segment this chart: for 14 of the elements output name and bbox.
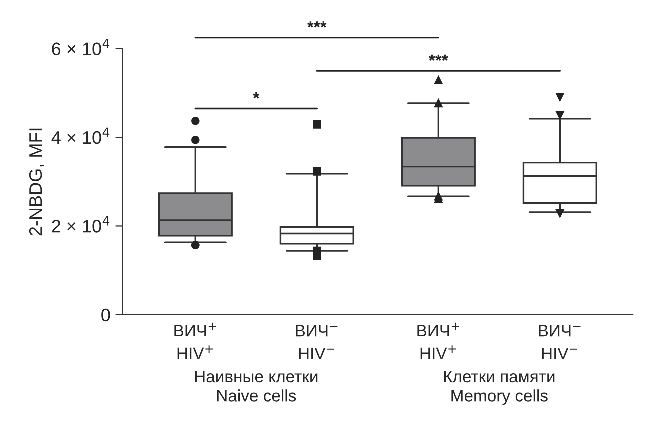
y-tick-label: 2 × 10$^{4}$ [52, 216, 110, 233]
annotation: *** [428, 54, 448, 62]
y-tick-label: 0 [102, 308, 110, 322]
y-axis-title: 2-NBDG, MFI [29, 128, 44, 236]
category-label: ВИЧ$^{−}$ HIV$^{−}$ [539, 325, 581, 360]
text: Клетки памяти Memory cells [444, 371, 555, 406]
category-label: ВИЧ$^{+}$ HIV$^{+}$ [174, 322, 216, 360]
category-label: ВИЧ$^{+}$ HIV$^{+}$ [418, 322, 460, 360]
annotation: * [253, 92, 260, 99]
text: *** [307, 22, 327, 28]
text: Наивные клетки Naive cells [195, 371, 318, 402]
y-tick-label: 4 × 10$^{4}$ [52, 128, 110, 144]
category-label: ВИЧ$^{−}$ HIV$^{−}$ [296, 325, 338, 360]
y-tick-label: 6 × 10$^{4}$ [52, 39, 110, 56]
